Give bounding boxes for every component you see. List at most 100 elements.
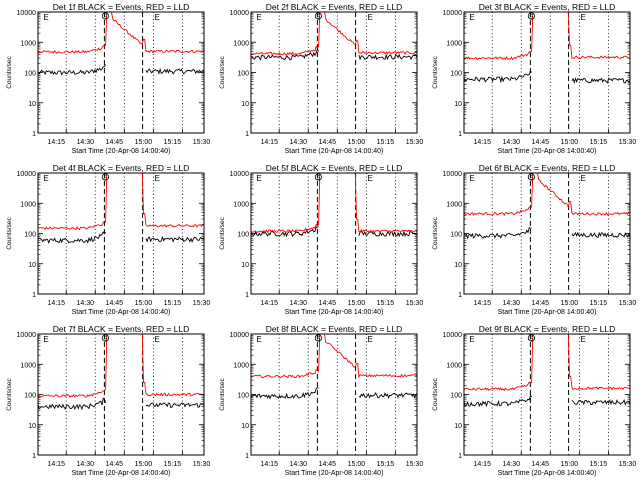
x-tick-label: 14:45 xyxy=(106,139,124,146)
y-tick-label: 1000 xyxy=(446,362,462,369)
chart-title: Det 5f BLACK = Events, RED = LLD xyxy=(266,163,403,173)
x-tick-label: 15:15 xyxy=(164,139,182,146)
series-lld xyxy=(463,333,631,392)
plot-frame xyxy=(37,172,205,295)
x-tick-label: 15:30 xyxy=(406,461,424,468)
x-tick-label: 14:30 xyxy=(77,139,95,146)
x-tick-label: 14:45 xyxy=(319,461,337,468)
y-tick-label: 10 xyxy=(454,101,462,108)
y-tick-label: 10 xyxy=(241,423,249,430)
marker-label: S xyxy=(316,176,320,182)
chart-panel-3: Det 3f BLACK = Events, RED = LLD Counts/s… xyxy=(432,2,636,155)
marker-label: S xyxy=(529,176,533,182)
y-tick-label: 1000 xyxy=(233,201,249,208)
chart-title: Det 9f BLACK = Events, RED = LLD xyxy=(479,324,616,334)
x-axis-label: Start Time (20-Apr-08 14:00:40) xyxy=(72,309,171,316)
marker-label: E xyxy=(469,13,474,22)
marker-label: E xyxy=(256,13,261,22)
x-tick-label: 15:15 xyxy=(590,139,608,146)
series-events-pre xyxy=(463,227,532,240)
x-axis-label: Start Time (20-Apr-08 14:00:40) xyxy=(498,309,597,316)
marker-label: E xyxy=(256,335,261,344)
marker-label: S xyxy=(529,15,533,21)
x-tick-label: 15:15 xyxy=(590,461,608,468)
marker-ring xyxy=(101,334,110,342)
x-tick-label: 14:30 xyxy=(290,461,308,468)
series-events-post xyxy=(571,77,631,84)
x-axis-label: Start Time (20-Apr-08 14:00:40) xyxy=(72,148,171,155)
series-events-pre xyxy=(37,397,107,411)
series-events-pre xyxy=(251,47,320,61)
y-axis-label: Counts/sec xyxy=(432,216,439,249)
x-tick-label: 15:30 xyxy=(193,300,211,307)
y-tick-label: 1 xyxy=(32,453,36,460)
y-tick-label: 10000 xyxy=(17,10,37,17)
y-axis-label: Counts/sec xyxy=(6,55,13,88)
y-tick-label: 10 xyxy=(241,262,249,269)
series-events-pre xyxy=(250,387,319,400)
y-tick-label: 1 xyxy=(245,131,249,138)
x-tick-label: 14:15 xyxy=(473,461,491,468)
series-lld xyxy=(250,11,418,56)
chart-title: Det 6f BLACK = Events, RED = LLD xyxy=(479,163,616,173)
y-tick-label: 1 xyxy=(458,453,462,460)
x-tick-label: 14:15 xyxy=(260,300,278,307)
series-lld xyxy=(37,11,205,54)
y-tick-label: 100 xyxy=(24,232,36,239)
y-axis-label: Counts/sec xyxy=(219,55,226,88)
plot-frame xyxy=(250,11,418,134)
marker-label: S xyxy=(316,337,320,343)
y-axis-label: Counts/sec xyxy=(219,377,226,410)
x-tick-label: 15:15 xyxy=(377,300,395,307)
x-tick-label: 15:30 xyxy=(619,300,637,307)
x-tick-label: 15:15 xyxy=(164,300,182,307)
x-tick-label: 14:45 xyxy=(319,139,337,146)
x-tick-label: 14:30 xyxy=(503,300,521,307)
y-tick-label: 10 xyxy=(454,262,462,269)
chart-panel-9: Det 9f BLACK = Events, RED = LLD Counts/s… xyxy=(432,324,636,477)
x-tick-label: 15:30 xyxy=(193,461,211,468)
series-lld xyxy=(37,333,205,398)
marker-label: E xyxy=(368,174,373,183)
x-tick-label: 14:45 xyxy=(319,300,337,307)
marker-ring xyxy=(314,12,322,20)
marker-ring xyxy=(101,173,110,181)
x-tick-label: 15:15 xyxy=(590,300,608,307)
y-tick-label: 1 xyxy=(458,131,462,138)
y-tick-label: 10000 xyxy=(443,10,463,17)
marker-label: E xyxy=(581,335,586,344)
chart-panel-1: Det 1f BLACK = Events, RED = LLD Counts/s… xyxy=(6,2,210,155)
x-tick-label: 14:15 xyxy=(47,139,65,146)
x-tick-label: 14:30 xyxy=(503,139,521,146)
y-tick-label: 10 xyxy=(241,101,249,108)
series-events-post xyxy=(145,67,205,75)
marker-label: S xyxy=(103,176,107,182)
x-axis-label: Start Time (20-Apr-08 14:00:40) xyxy=(285,309,384,316)
x-tick-label: 15:30 xyxy=(619,139,637,146)
y-tick-label: 10 xyxy=(28,423,36,430)
y-tick-label: 10000 xyxy=(443,332,463,339)
x-tick-label: 14:15 xyxy=(47,461,65,468)
x-axis-label: Start Time (20-Apr-08 14:00:40) xyxy=(285,148,384,155)
x-tick-label: 14:45 xyxy=(532,139,550,146)
x-tick-label: 15:30 xyxy=(406,139,424,146)
series-events-post xyxy=(358,53,418,61)
series-lld xyxy=(37,172,205,231)
y-tick-label: 1 xyxy=(245,453,249,460)
series-events-pre xyxy=(37,231,106,244)
y-tick-label: 1000 xyxy=(446,40,462,47)
chart-title: Det 8f BLACK = Events, RED = LLD xyxy=(266,324,403,334)
x-tick-label: 14:45 xyxy=(106,461,124,468)
marker-label: S xyxy=(529,337,533,343)
x-tick-label: 14:30 xyxy=(290,139,308,146)
marker-label: S xyxy=(103,337,107,343)
x-tick-label: 15:00 xyxy=(135,461,153,468)
y-tick-label: 10000 xyxy=(230,332,250,339)
y-axis-label: Counts/sec xyxy=(432,55,439,88)
marker-ring xyxy=(314,334,322,342)
y-tick-label: 1 xyxy=(245,292,249,299)
marker-label: E xyxy=(368,335,373,344)
y-tick-label: 100 xyxy=(24,393,36,400)
y-tick-label: 1 xyxy=(458,292,462,299)
